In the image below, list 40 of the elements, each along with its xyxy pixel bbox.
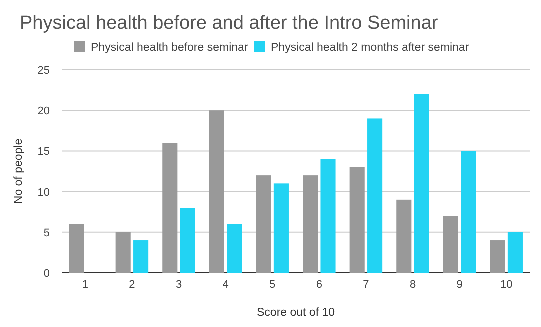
bar	[162, 143, 178, 273]
bar	[350, 167, 365, 273]
bar	[508, 232, 523, 273]
bar	[303, 176, 318, 273]
x-tick-label: 4	[222, 279, 229, 291]
x-tick-label: 1	[82, 279, 88, 291]
x-tick-label: 9	[456, 279, 463, 291]
bar	[461, 151, 476, 273]
bar	[256, 176, 272, 273]
x-tick-label: 7	[363, 279, 370, 291]
bar	[274, 184, 289, 273]
y-tick-label: 20	[38, 106, 50, 118]
bar	[227, 224, 242, 273]
y-tick-label: 10	[38, 186, 50, 199]
x-tick-label: 3	[176, 279, 182, 291]
bar	[443, 216, 458, 273]
x-tick-label: 5	[270, 279, 276, 291]
bar	[180, 208, 196, 273]
chart-title: Physical health before and after the Intro Seminar	[20, 13, 439, 34]
x-tick-label: 8	[410, 279, 416, 291]
bar	[209, 110, 224, 273]
bar	[414, 94, 430, 273]
y-tick-label: 0	[44, 268, 50, 280]
x-tick-label: 2	[129, 279, 136, 291]
y-tick-label: 15	[38, 146, 50, 158]
bar	[490, 240, 506, 273]
y-axis-title: No of people	[13, 138, 25, 204]
y-tick-label: 5	[44, 227, 50, 240]
legend-label: Physical health before seminar	[91, 42, 248, 54]
x-tick-label: 10	[500, 279, 513, 291]
bar	[396, 200, 412, 273]
legend-label: Physical health 2 months after seminar	[271, 42, 470, 54]
bar	[368, 118, 383, 273]
x-tick-label: 6	[316, 279, 322, 291]
bar	[116, 232, 131, 273]
bar	[320, 159, 336, 273]
x-axis-title: Score out of 10	[257, 307, 335, 319]
y-tick-label: 25	[38, 65, 50, 77]
bar	[134, 240, 149, 273]
bar	[69, 224, 84, 273]
